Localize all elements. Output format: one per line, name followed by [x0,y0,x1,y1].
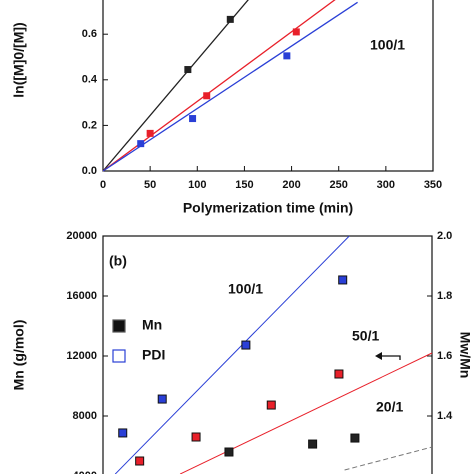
data-point [191,432,201,442]
x-tick-label: 350 [424,179,442,191]
panel-label: (b) [109,253,127,269]
fit-line [179,352,433,474]
legend-marker [112,349,126,363]
x-tick-label: 150 [235,179,253,191]
x-tick-label: 100 [188,179,206,191]
data-point [189,115,197,123]
data-point [184,66,192,74]
y-tick-label: 0.6 [82,28,97,40]
data-point [146,129,154,137]
legend-label: PDI [142,347,165,363]
data-point [118,428,128,438]
x-tick-label: 50 [144,179,156,191]
fit-line [102,1,358,172]
series-label: 20/1 [376,399,403,415]
y-tick-label: 0.2 [82,119,97,131]
series-label: 100/1 [228,281,263,297]
y2-tick-label: 2.0 [437,230,452,242]
y2-tick-label: 1.4 [437,410,453,422]
data-point [350,433,360,443]
data-point [308,439,318,449]
y-axis-title: Mn (g/mol) [11,320,27,391]
data-point [157,394,167,404]
series-label: 100/1 [370,36,405,52]
fit-line [114,235,350,474]
data-point [266,400,276,410]
data-point [283,52,291,60]
x-tick-label: 300 [377,179,395,191]
data-point [203,92,211,100]
y-tick-label: 0.0 [82,165,97,177]
y2-tick-label: 1.8 [437,290,452,302]
y-tick-label: 16000 [66,290,97,302]
y-tick-label: 4000 [73,470,97,474]
axis-arrow [380,355,401,360]
data-point [226,15,234,23]
y2-axis-title: Mw/Mn [457,332,473,379]
y2-tick-label: 1.6 [437,350,452,362]
legend-marker [112,319,126,333]
data-point [137,140,145,148]
data-point [292,28,300,36]
y-tick-label: 0.4 [82,74,98,86]
legend-label: Mn [142,317,162,333]
y-tick-label: 8000 [73,410,97,422]
x-tick-label: 0 [100,179,106,191]
y-axis-title: ln([M]0/[M]) [11,22,27,97]
x-axis-title: Polymerization time (min) [183,200,353,216]
series-label: 50/1 [352,328,379,344]
data-point [241,340,251,350]
plot-frame [102,0,434,172]
y-tick-label: 20000 [66,230,97,242]
data-point [338,275,348,285]
axis-arrow-head [375,352,382,360]
y-tick-label: 12000 [66,350,97,362]
fit-line [344,446,433,471]
x-tick-label: 250 [330,179,348,191]
data-point [334,369,344,379]
data-point [135,456,145,466]
data-point [224,447,234,457]
x-tick-label: 200 [282,179,300,191]
